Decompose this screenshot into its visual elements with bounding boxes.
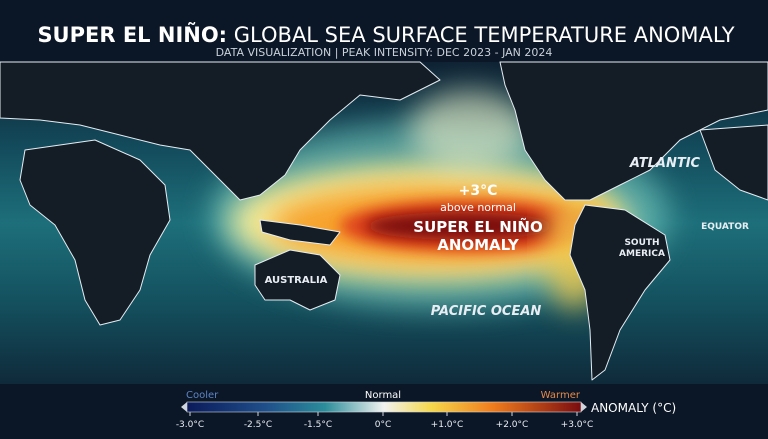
south-america-label: AMERICA <box>619 249 665 259</box>
legend-warmer: Warmer <box>541 390 581 401</box>
callout-value: +3°C <box>459 183 498 199</box>
australia-label: AUSTRALIA <box>265 275 328 286</box>
tick-label: -2.5°C <box>244 420 272 430</box>
atlantic-label: ATLANTIC <box>629 156 701 171</box>
tick-label: +2.0°C <box>496 420 529 430</box>
tick-label: +3.0°C <box>561 420 594 430</box>
callout-headline: SUPER EL NIÑO <box>413 217 542 236</box>
title-rest: GLOBAL SEA SURFACE TEMPERATURE ANOMALY <box>234 23 735 47</box>
equator-label: EQUATOR <box>701 222 749 232</box>
legend-title: ANOMALY (°C) <box>591 401 676 415</box>
title: SUPER EL NIÑO: GLOBAL SEA SURFACE TEMPER… <box>37 22 734 47</box>
callout-note: above normal <box>440 201 516 214</box>
title-bold: SUPER EL NIÑO: <box>37 22 227 47</box>
subtitle: DATA VISUALIZATION | PEAK INTENSITY: DEC… <box>216 46 553 59</box>
pacific-label: PACIFIC OCEAN <box>431 304 542 319</box>
tick-label: -3.0°C <box>176 420 204 430</box>
legend-cooler: Cooler <box>186 390 219 401</box>
warm-plume <box>210 90 670 310</box>
tick-label: 0°C <box>375 420 392 430</box>
legend-ticks: -3.0°C -2.5°C -1.5°C 0°C +1.0°C +2.0°C +3.0°C <box>176 412 594 430</box>
tick-label: +1.0°C <box>431 420 464 430</box>
continents <box>0 61 768 381</box>
tick-label: -1.5°C <box>304 420 332 430</box>
legend-normal: Normal <box>365 390 401 401</box>
callout-headline: ANOMALY <box>437 236 520 254</box>
color-bar <box>186 401 582 413</box>
south-america-label: SOUTH <box>624 238 659 248</box>
